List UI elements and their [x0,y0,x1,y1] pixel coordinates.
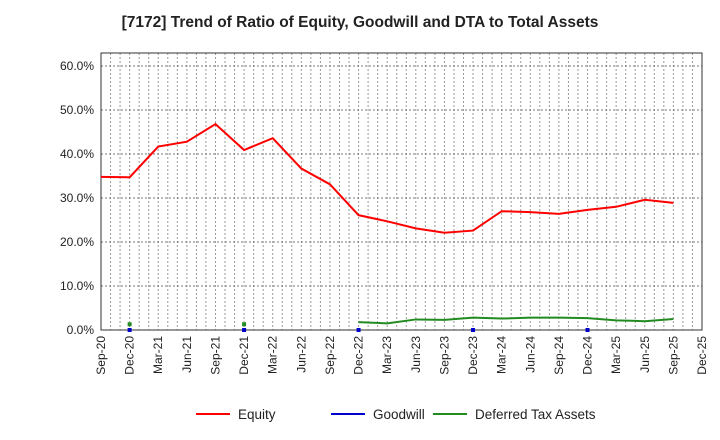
x-tick-label: Sep-25 [666,336,680,375]
x-tick-label: Mar-25 [609,336,623,374]
y-tick-label: 60.0% [60,59,94,73]
y-tick-label: 40.0% [60,147,94,161]
y-tick-label: 30.0% [60,191,94,205]
x-tick-label: Mar-24 [495,336,509,374]
data-point [242,322,247,327]
x-tick-label: Dec-22 [352,336,366,375]
plot-frame [100,52,703,331]
y-tick-label: 0.0% [67,323,95,337]
data-point [242,328,247,332]
x-tick-label: Dec-23 [466,336,480,375]
y-tick-label: 10.0% [60,279,94,293]
legend-label: Goodwill [373,407,425,422]
x-tick-label: Jun-24 [523,336,537,373]
x-tick-label: Sep-21 [208,336,222,375]
x-tick-label: Jun-22 [294,336,308,373]
x-tick-label: Sep-22 [323,336,337,375]
x-tick-label: Dec-21 [237,336,251,375]
data-point [127,322,132,327]
x-tick-label: Dec-20 [123,336,137,375]
legend-label: Deferred Tax Assets [475,407,596,422]
series-line [100,122,674,234]
data-point [471,328,476,332]
data-point [127,328,132,332]
x-tick-label: Mar-21 [151,336,165,374]
x-tick-label: Jun-21 [180,336,194,373]
y-tick-label: 20.0% [60,235,94,249]
series-line [358,316,674,325]
data-point [585,328,590,332]
chart-title: [7172] Trend of Ratio of Equity, Goodwil… [121,14,599,31]
x-tick-label: Jun-23 [409,336,423,373]
x-tick-label: Dec-25 [695,336,709,375]
x-tick-label: Mar-23 [380,336,394,374]
y-tick-label: 50.0% [60,103,94,117]
legend-label: Equity [238,407,276,422]
x-tick-label: Sep-24 [552,336,566,375]
data-point [356,328,361,332]
x-tick-label: Jun-25 [638,336,652,373]
x-tick-label: Sep-20 [94,336,108,375]
x-tick-label: Dec-24 [581,336,595,375]
x-tick-label: Sep-23 [437,336,451,375]
x-tick-label: Mar-22 [266,336,280,374]
